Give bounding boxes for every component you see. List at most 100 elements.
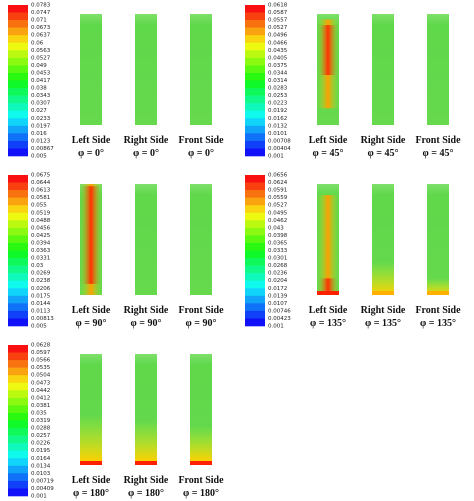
- colorbar-band: [245, 20, 265, 28]
- view-angle: φ = 135°: [420, 318, 456, 329]
- colorbar-band: [8, 458, 28, 467]
- colorbar-label: 0.0257: [31, 433, 51, 439]
- view-angle: φ = 90°: [131, 318, 162, 329]
- colorbar-band: [8, 35, 28, 44]
- colorbar-band: [8, 288, 28, 297]
- colorbar-band: [8, 390, 28, 399]
- colorbar-band: [245, 148, 265, 157]
- colorbar-label: 0.0333: [268, 248, 288, 254]
- colorbar-label: 0.0405: [268, 55, 288, 61]
- view-side: Front Side: [178, 475, 224, 486]
- colorbar-label: 0.0412: [31, 395, 50, 401]
- colorbar-label: 0.0566: [31, 358, 51, 364]
- colorbar-band: [8, 20, 28, 28]
- colorbar-band: [245, 212, 265, 221]
- colorbar-label: 0.0144: [31, 301, 51, 307]
- colorbar-label: 0.0527: [268, 25, 288, 31]
- colorbar-band: [245, 318, 265, 327]
- colorbar-label: 0.00719: [31, 478, 54, 484]
- colorbar-label: 0.0675: [31, 173, 51, 179]
- colorbar-band: [245, 258, 265, 266]
- view-side: Right Side: [124, 475, 169, 486]
- colorbar-band: [245, 220, 265, 229]
- colorbar-band: [245, 310, 265, 319]
- colorbar-band: [8, 465, 28, 474]
- colorbar-label: 0.06: [31, 40, 44, 46]
- colorbar-label: 0.0628: [31, 343, 51, 349]
- colorbar-label: 0.0113: [31, 308, 51, 314]
- colorbar-band: [8, 420, 28, 429]
- colorbar-band: [8, 182, 28, 191]
- colorbar-band: [245, 42, 265, 51]
- contour-hotspot: [317, 291, 339, 295]
- colorbar-label: 0.00708: [268, 138, 291, 144]
- colorbar-band: [8, 212, 28, 221]
- colorbar-label: 0.0343: [31, 93, 51, 99]
- colorbar-band: [245, 88, 265, 96]
- colorbar-band: [8, 103, 28, 111]
- colorbar-band: [8, 367, 28, 376]
- contour-hotspot: [372, 261, 394, 295]
- colorbar-band: [8, 280, 28, 289]
- contour-hotspot: [80, 415, 102, 462]
- colorbar-label: 0.001: [268, 324, 284, 330]
- view-side: Left Side: [72, 475, 111, 486]
- colorbar-band: [8, 258, 28, 266]
- contour-hotspot: [317, 278, 339, 295]
- view-side: Left Side: [309, 305, 348, 316]
- colorbar-label: 0.0488: [31, 218, 51, 224]
- contour-hotspot: [427, 278, 449, 295]
- colorbar-label: 0.0417: [31, 78, 51, 84]
- view-side: Left Side: [72, 305, 111, 316]
- colorbar-band: [8, 65, 28, 74]
- colorbar-label: 0.00404: [268, 146, 291, 152]
- colorbar-band: [8, 57, 28, 66]
- colorbar-label: 0.035: [31, 410, 47, 416]
- colorbar-band: [245, 197, 265, 206]
- contour-hotspot: [317, 25, 339, 76]
- colorbar-label: 0.0283: [268, 86, 288, 92]
- colorbar-band: [245, 265, 265, 274]
- colorbar-band: [245, 175, 265, 183]
- colorbar-band: [8, 205, 28, 214]
- colorbar-label: 0.0134: [31, 463, 51, 469]
- colorbar-label: 0.0319: [31, 418, 51, 424]
- colorbar-label: 0.0435: [268, 48, 288, 54]
- colorbar-label: 0.0206: [31, 286, 51, 292]
- colorbar-band: [245, 133, 265, 142]
- contour-tube: [427, 184, 449, 295]
- colorbar-band: [8, 318, 28, 327]
- view-angle: φ = 90°: [76, 318, 107, 329]
- colorbar-label: 0.0344: [268, 70, 288, 76]
- colorbar-band: [8, 242, 28, 251]
- colorbar-label: 0.0164: [31, 456, 51, 462]
- colorbar-label: 0.038: [31, 86, 47, 92]
- colorbar-label: 0.00746: [268, 308, 291, 314]
- colorbar-band: [245, 35, 265, 44]
- colorbar-band: [245, 205, 265, 214]
- colorbar-label: 0.0394: [31, 240, 51, 246]
- colorbar-label: 0.027: [31, 108, 47, 114]
- colorbar-band: [8, 95, 28, 104]
- colorbar-band: [8, 303, 28, 312]
- colorbar-band: [245, 72, 265, 81]
- contour-tube: [190, 184, 212, 295]
- colorbar-band: [8, 5, 28, 13]
- view-angle: φ = 90°: [186, 318, 217, 329]
- colorbar-label: 0.0307: [31, 101, 51, 107]
- colorbar-label: 0.005: [31, 324, 47, 330]
- colorbar-label: 0.0197: [31, 123, 51, 129]
- colorbar-band: [8, 450, 28, 459]
- contour-tube: [135, 14, 157, 125]
- colorbar-band: [8, 220, 28, 229]
- view-side: Left Side: [309, 135, 348, 146]
- colorbar-band: [245, 303, 265, 312]
- colorbar-band: [8, 428, 28, 436]
- colorbar-label: 0.00409: [31, 486, 54, 492]
- colorbar-label: 0.0162: [268, 116, 287, 122]
- colorbar-band: [245, 103, 265, 111]
- colorbar-band: [8, 72, 28, 81]
- view-side: Right Side: [124, 135, 169, 146]
